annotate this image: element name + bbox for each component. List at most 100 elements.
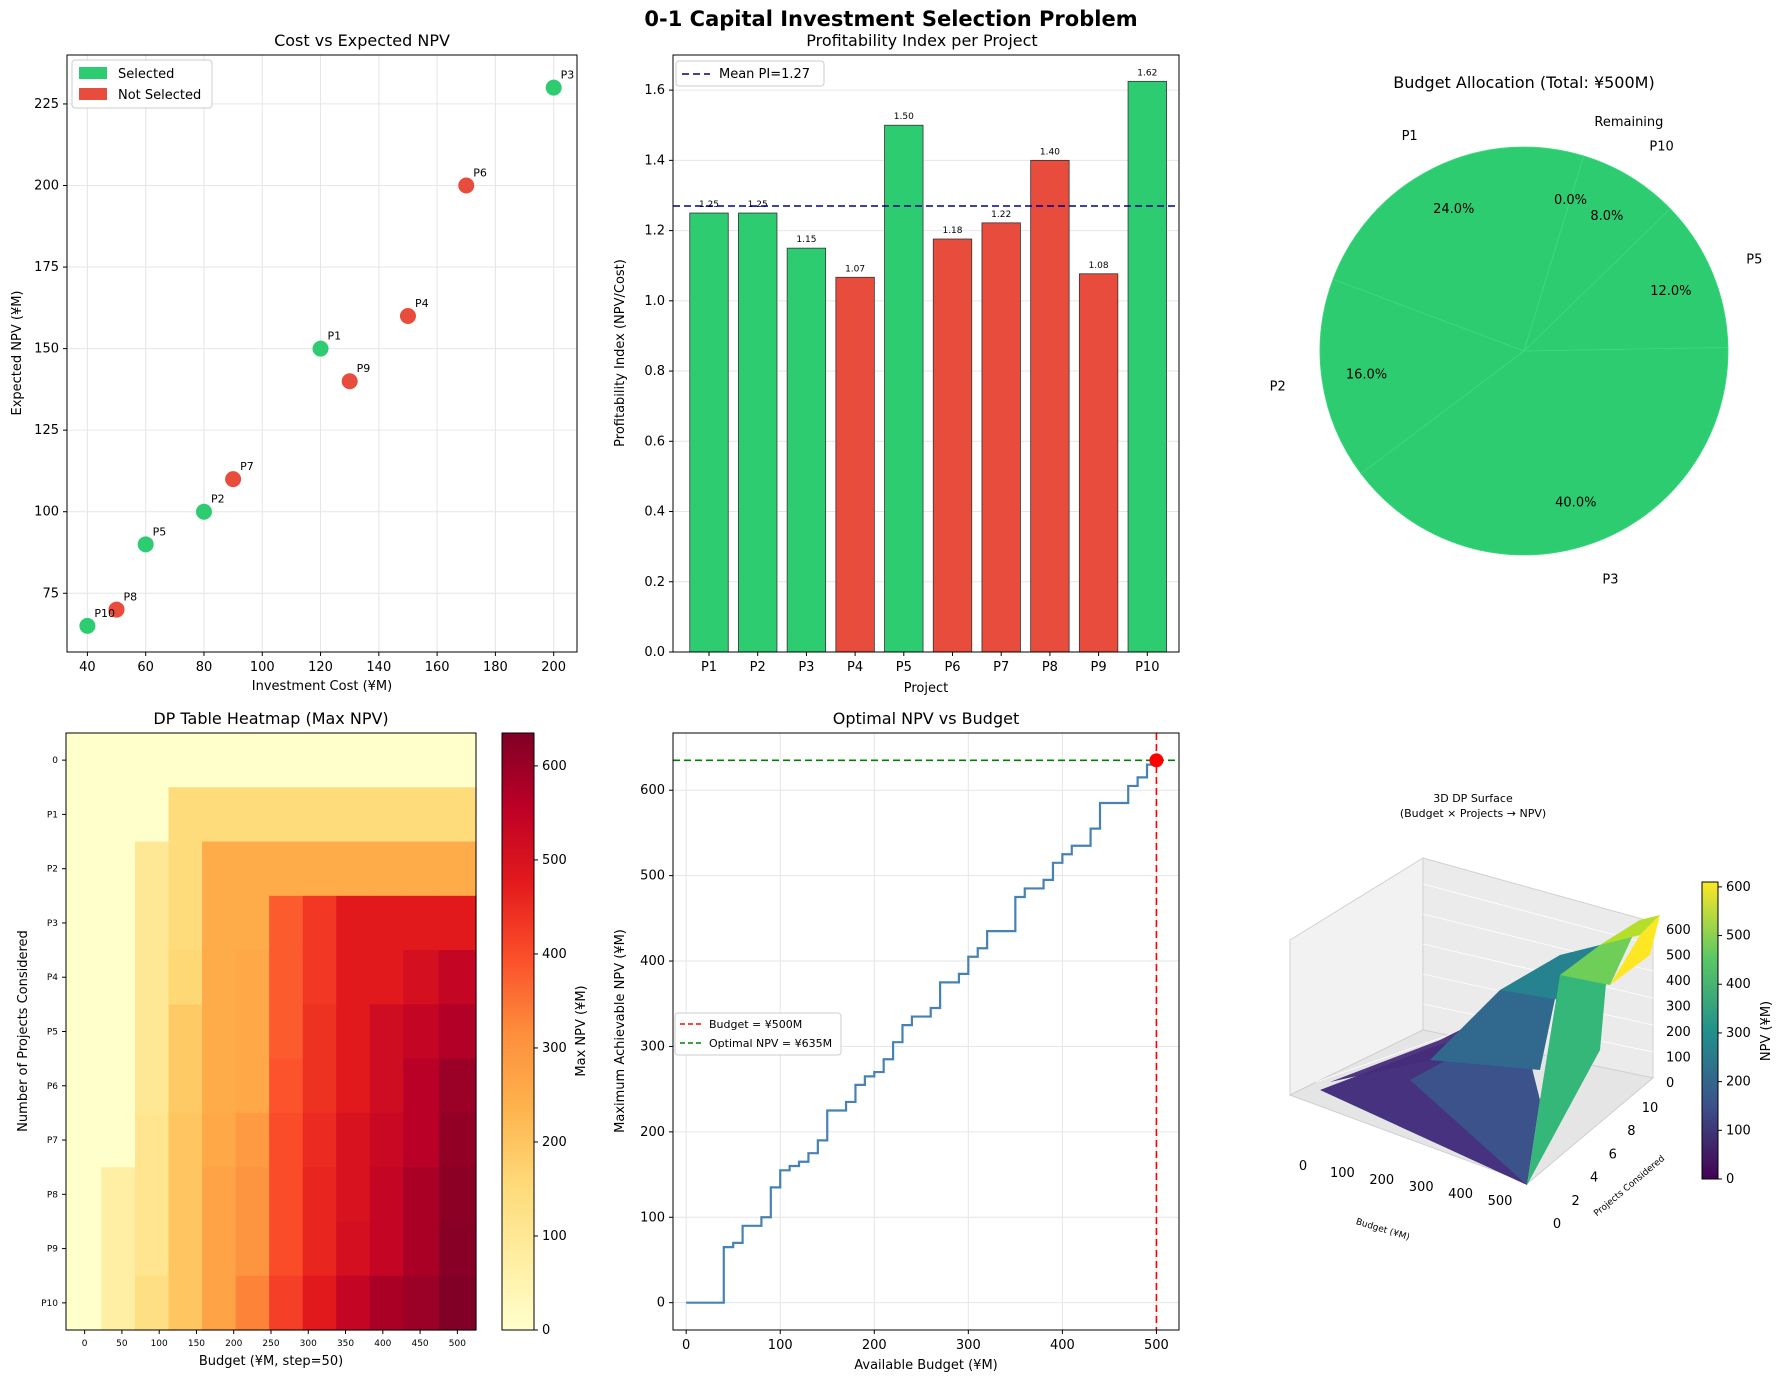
legend-selected-label: Selected (118, 67, 174, 82)
scatter-xtick-label: 60 (137, 660, 154, 675)
heatmap-cell (336, 950, 371, 1005)
surface-patch-high (1527, 940, 1610, 1185)
pi-bar-p8 (1030, 159, 1070, 653)
heatmap-cell (336, 1112, 371, 1168)
scatter-point-label: P9 (357, 362, 371, 375)
pi-xtick-label: P2 (750, 660, 766, 675)
heatmap-ylabel: Number of Projects Considered (16, 930, 31, 1132)
npv-ytick-label: 300 (640, 1039, 665, 1054)
scatter-point-p10 (79, 617, 96, 634)
pi-legend-box (675, 60, 825, 87)
pi-bar-value-label: 1.08 (1089, 261, 1109, 271)
scatter-ytick-label: 200 (34, 178, 59, 193)
heatmap-cell (403, 1112, 440, 1168)
scatter-point-p9 (341, 373, 358, 390)
heatmap-cell (168, 787, 203, 843)
surface-budget-tick: 400 (1448, 1187, 1473, 1202)
heatmap-cell (101, 733, 136, 788)
surface-project-tick: 4 (1590, 1171, 1598, 1186)
scatter-point-p3 (545, 79, 562, 96)
heatmap-cell (168, 733, 203, 788)
heatmap-cell (438, 1058, 477, 1114)
npv-ytick-label: 0 (657, 1296, 665, 1311)
heatmap-cell (168, 895, 203, 951)
npv-xtick-label: 500 (1144, 1338, 1169, 1353)
npv-budget-axes-frame (672, 732, 1180, 1331)
heatmap-cell (369, 895, 404, 951)
pi-bar-xlabel: Project (904, 681, 948, 696)
heatmap-ytick-label: P2 (47, 865, 58, 875)
scatter-point-label: P7 (240, 460, 254, 473)
surface-cbar-label: 600 (1726, 880, 1751, 895)
npv-step-line (686, 760, 1158, 1304)
npv-ytick-label: 400 (640, 954, 665, 969)
pie-title: Budget Allocation (Total: ¥500M) (1393, 73, 1654, 92)
wall-gridline (1422, 883, 1654, 946)
heatmap-title: DP Table Heatmap (Max NPV) (153, 709, 388, 728)
heatmap-cell (438, 841, 477, 897)
npv-ytick-label: 600 (640, 783, 665, 798)
heatmap-cell (202, 1167, 237, 1223)
pie-label: P10 (1649, 140, 1673, 155)
pie-label: Remaining (1594, 115, 1663, 130)
pi-bar-p5 (884, 124, 924, 653)
pie-slices (1319, 146, 1729, 556)
pi-bar-p10 (1127, 80, 1167, 653)
pi-ytick-label: 0.8 (644, 364, 665, 379)
pi-bar-value-label: 1.07 (845, 264, 865, 274)
legend-not-selected-swatch (79, 88, 107, 100)
heatmap-cell (269, 787, 304, 843)
heatmap-cell (101, 1275, 136, 1331)
pi-bar-p6 (932, 238, 973, 653)
scatter-xtick-label: 140 (366, 660, 391, 675)
surface-budget-tick: 500 (1488, 1194, 1513, 1209)
pi-bars: 1.25 1.25 1.15 1.07 1.50 1.18 1.22 1.40 1.08 1.62 (689, 68, 1167, 653)
pie-slice-p2 (1319, 278, 1525, 475)
heatmap-cell (302, 1112, 337, 1168)
heatmap-cbar-label: 300 (542, 1041, 567, 1056)
heatmap-cell (235, 1221, 270, 1277)
heatmap-cell (438, 1112, 477, 1168)
heatmap-cell (134, 950, 170, 1005)
heatmap-cell (168, 841, 203, 897)
scatter-point-label: P3 (561, 69, 575, 82)
pie-labels: P1 24.0% P2 16.0% P3 40.0% P5 12.0% P10 8.0% Remai… (1270, 115, 1763, 588)
heatmap-cell (66, 895, 103, 951)
heatmap-cell (302, 841, 337, 897)
figure-title: 0-1 Capital Investment Selection Problem (644, 7, 1137, 31)
heatmap-cell (134, 895, 170, 951)
heatmap-cell (302, 1058, 337, 1114)
heatmap-cell (134, 1221, 170, 1277)
pi-xtick-label: P7 (993, 660, 1009, 675)
heatmap-cell (202, 733, 237, 788)
pi-bar-value-label: 1.25 (748, 200, 768, 210)
npv-budget-ticks: 0 100 200 300 400 500 0 100 200 300 400 500 600 (640, 783, 1169, 1353)
npv-ytick-label: 100 (640, 1210, 665, 1225)
heatmap-ytick-label: 0 (52, 756, 58, 766)
heatmap-cell (235, 733, 270, 788)
heatmap-cell (369, 1221, 404, 1277)
surface-cbar-label: 200 (1726, 1075, 1751, 1090)
pi-bar-title: Profitability Index per Project (806, 31, 1037, 50)
heatmap-xtick-label: 200 (225, 1339, 242, 1349)
heatmap-ytick-label: P8 (47, 1190, 58, 1200)
pi-ytick-label: 1.6 (644, 83, 665, 98)
heatmap-cbar-label: 0 (542, 1323, 550, 1338)
heatmap-cell (302, 950, 337, 1005)
pi-bar-p2 (738, 212, 778, 653)
heatmap-cell (101, 841, 136, 897)
heatmap-cell (66, 1112, 103, 1168)
surface-cbar-label: 0 (1726, 1172, 1734, 1187)
heatmap-cell (101, 1112, 136, 1168)
heatmap-xtick-label: 300 (300, 1339, 317, 1349)
pie-slice-remaining (1523, 155, 1585, 352)
surface-patch-mid (1430, 975, 1560, 1070)
pie-slice-p10 (1523, 155, 1671, 352)
pie-slice-p1 (1332, 146, 1585, 352)
surface-cbar-label: 400 (1726, 977, 1751, 992)
scatter-ytick-label: 75 (42, 586, 59, 601)
heatmap-cell (369, 733, 404, 788)
surface-project-tick: 10 (1642, 1101, 1659, 1116)
heatmap-cell (235, 1004, 270, 1060)
pi-xtick-label: P9 (1091, 660, 1107, 675)
